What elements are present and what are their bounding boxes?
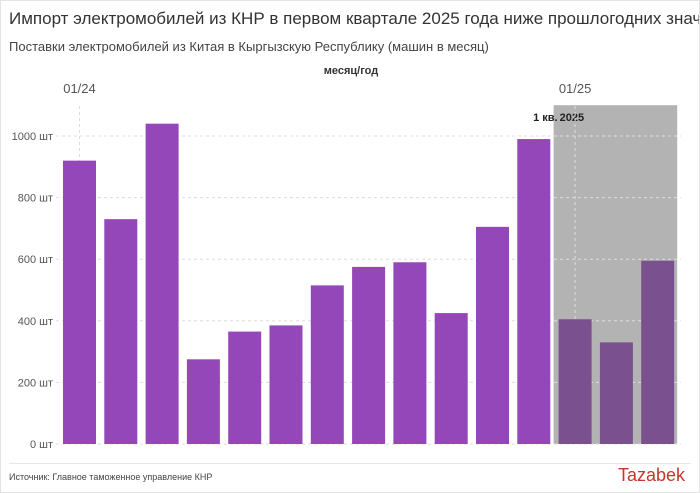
highlight-label-part: 1 кв. [533,112,558,124]
chart-subtitle: Поставки электромобилей из Китая в Кыргы… [9,39,489,54]
bar-06/24 [269,325,303,444]
bar-01/24 [63,160,96,444]
y-tick-label: 400 шт [18,316,53,328]
bar-09/24 [393,262,427,444]
logo: Tazabek [617,465,685,485]
chart-title: Импорт электромобилей из КНР в первом кв… [9,9,700,28]
bar-05/24 [228,331,262,444]
x-axis-label: месяц/год [323,65,379,77]
bar-03/25 [641,260,675,444]
bar-04/24 [186,359,220,444]
bar-08/24 [352,266,386,444]
bar-11/24 [476,226,509,444]
source-text: Источник: Главное таможенное управление … [9,472,213,482]
bar-02/24 [104,219,138,444]
bar-10/24 [434,313,468,444]
y-tick-label: 1000 шт [12,131,53,143]
y-tick-label: 0 шт [30,439,53,451]
bar-12/24 [517,139,551,444]
bar-03/24 [145,123,179,445]
bar-01/25 [558,319,592,444]
y-tick-label: 800 шт [18,193,53,205]
highlight-label: 2025 [560,112,584,124]
x-tick-label: 01/25 [559,81,592,96]
bar-07/24 [310,285,344,444]
divider [9,463,691,464]
y-tick-label: 200 шт [18,377,53,389]
x-tick-label: 01/24 [63,81,96,96]
bar-02/25 [599,342,633,444]
y-tick-label: 600 шт [18,254,53,266]
